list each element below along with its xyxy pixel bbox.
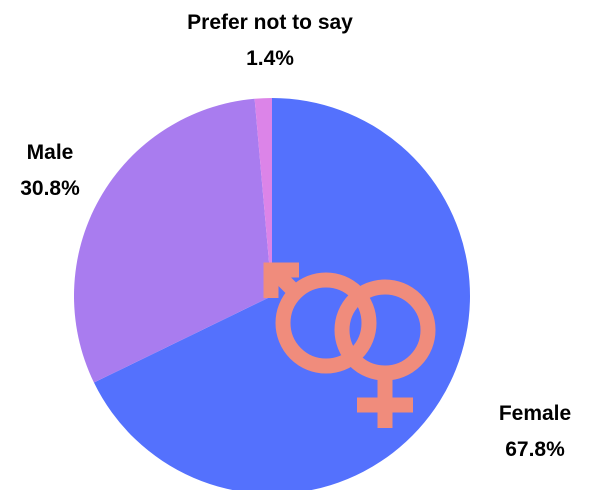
slice-name: Female <box>498 402 572 425</box>
pie-slice-prefer-not-to-say <box>254 98 272 296</box>
slice-value: 30.8% <box>20 177 80 200</box>
slice-name: Male <box>26 141 74 164</box>
slice-value: 1.4% <box>246 47 294 70</box>
pie-slice-female <box>93 98 470 490</box>
mars-arrowhead <box>263 262 299 298</box>
slice-label-prefer-not-to-say: Prefer not to say 1.4% <box>140 5 400 77</box>
pie-slice-male <box>73 98 272 383</box>
slice-name: Prefer not to say <box>187 11 353 34</box>
gender-symbols-icon <box>263 262 436 428</box>
pie-slices <box>73 98 470 490</box>
mars-ring <box>275 272 377 374</box>
slice-label-female: Female 67.8% <box>470 396 596 468</box>
slice-value: 67.8% <box>505 438 565 461</box>
slice-label-male: Male 30.8% <box>0 135 100 207</box>
